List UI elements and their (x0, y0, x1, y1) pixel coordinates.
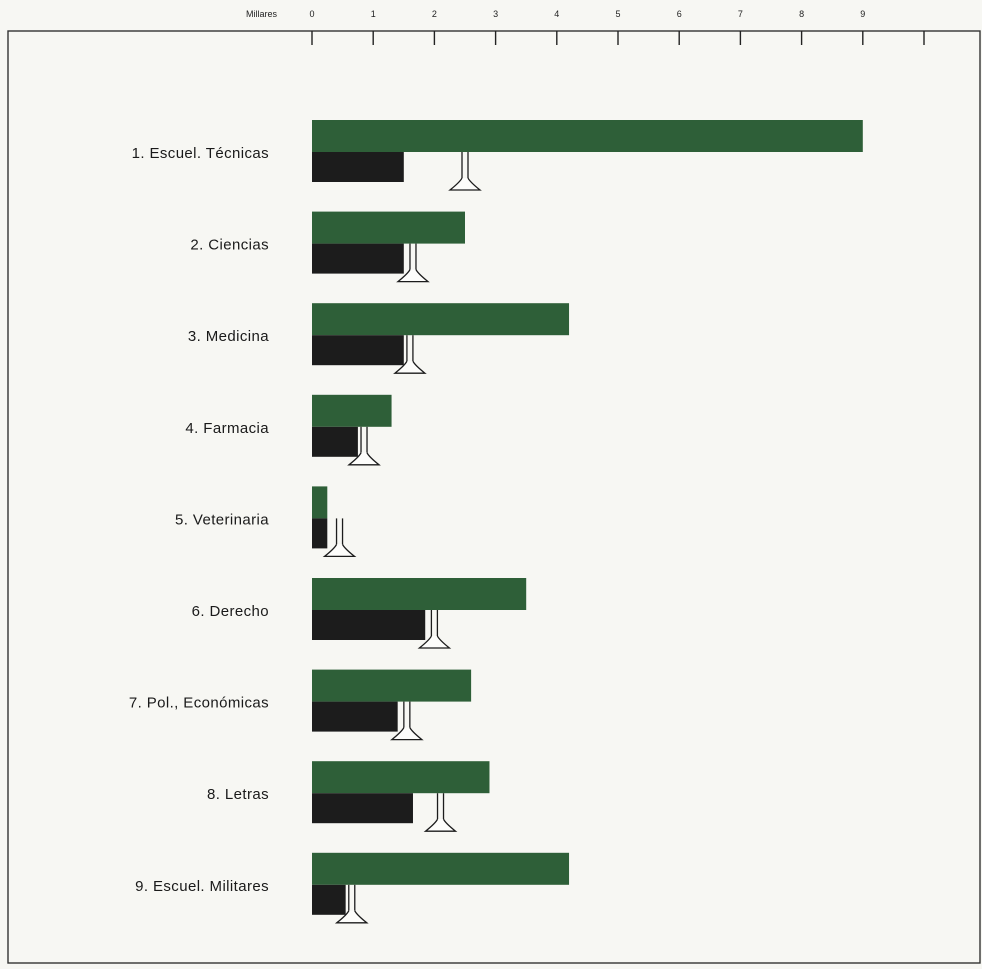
black-bar (312, 426, 358, 457)
chart-frame (7, 30, 981, 964)
black-bar (312, 610, 426, 640)
valve-marker-base (347, 452, 381, 466)
green-bar (312, 669, 472, 702)
valve-marker (393, 335, 427, 374)
category-label: 3. Medicina (188, 328, 269, 345)
valve-marker-base (396, 269, 430, 283)
x-tick-label: 9 (860, 9, 865, 19)
black-bar (312, 518, 328, 549)
green-bar (312, 486, 328, 519)
category-label: 9. Escuel. Militares (135, 878, 269, 895)
valve-marker (448, 152, 482, 191)
green-bar (312, 852, 570, 885)
valve-marker-base (393, 360, 427, 374)
valve-marker (423, 793, 458, 832)
black-bar (312, 152, 404, 182)
valve-marker-base (334, 910, 369, 924)
category-label: 4. Farmacia (185, 420, 269, 437)
x-tick-label: 4 (554, 9, 559, 19)
green-bar (312, 303, 570, 336)
bars (312, 120, 863, 924)
x-tick-label: 0 (309, 9, 314, 19)
x-axis: 0 1 2 3 4 5 6 7 8 9 (309, 9, 925, 45)
valve-marker-base (322, 544, 357, 558)
green-bar (312, 120, 863, 152)
valve-marker (347, 426, 381, 466)
x-tick-label: 2 (432, 9, 437, 19)
axis-unit-label: Millares (246, 9, 278, 19)
valve-marker (390, 701, 424, 741)
category-label: 5. Veterinaria (175, 511, 269, 528)
category-label: 8. Letras (207, 786, 269, 803)
green-bar (312, 761, 490, 794)
valve-marker-base (390, 727, 424, 741)
category-label: 2. Ciencias (190, 237, 269, 254)
category-label: 1. Escuel. Técnicas (132, 145, 269, 162)
valve-marker-base (417, 635, 452, 649)
green-bar (312, 211, 465, 244)
x-tick-label: 6 (677, 9, 682, 19)
x-tick-label: 8 (799, 9, 804, 19)
green-bar (312, 578, 527, 610)
x-tick-label: 5 (615, 9, 620, 19)
black-bar (312, 884, 346, 915)
category-label: 7. Pol., Económicas (129, 695, 269, 712)
black-bar (312, 243, 404, 274)
valve-marker-base (423, 818, 458, 832)
black-bar (312, 335, 404, 366)
category-labels: 1. Escuel. Técnicas 2. Ciencias 3. Medicin… (129, 145, 269, 895)
category-label: 6. Derecho (192, 603, 269, 620)
x-tick-label: 7 (738, 9, 743, 19)
valve-marker (322, 518, 357, 558)
valve-marker (334, 884, 369, 924)
black-bar (312, 701, 398, 732)
valve-marker (396, 243, 430, 283)
valve-marker (417, 610, 452, 649)
green-bar (312, 394, 392, 427)
x-tick-label: 1 (371, 9, 376, 19)
black-bar (312, 793, 413, 824)
valve-marker-base (448, 177, 482, 191)
x-tick-label: 3 (493, 9, 498, 19)
